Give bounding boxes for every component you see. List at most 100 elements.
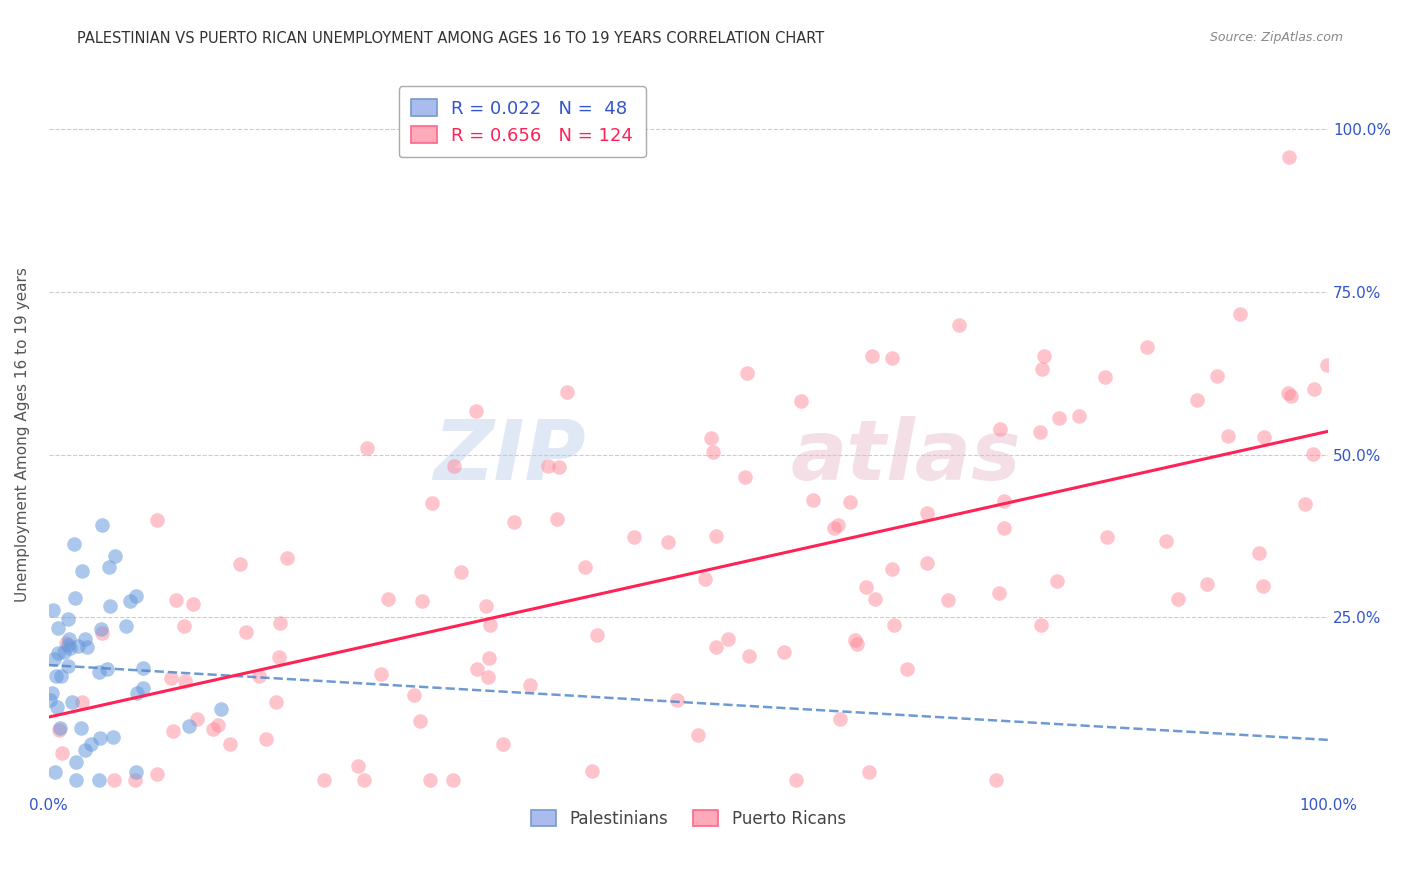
Point xyxy=(89,731,111,746)
Text: PALESTINIAN VS PUERTO RICAN UNEMPLOYMENT AMONG AGES 16 TO 19 YEARS CORRELATION C: PALESTINIAN VS PUERTO RICAN UNEMPLOYMENT… xyxy=(77,31,824,46)
Point xyxy=(41,686,63,700)
Point xyxy=(146,513,169,527)
Point xyxy=(863,592,886,607)
Point xyxy=(347,759,370,773)
Point xyxy=(855,580,877,594)
Point xyxy=(915,557,938,571)
Point xyxy=(96,663,118,677)
Point xyxy=(557,384,579,399)
Point xyxy=(146,766,169,780)
Point xyxy=(132,661,155,675)
Point xyxy=(353,772,375,787)
Point xyxy=(75,742,97,756)
Point xyxy=(45,669,67,683)
Point xyxy=(1216,429,1239,443)
Point xyxy=(181,597,204,611)
Point xyxy=(1229,307,1251,321)
Point xyxy=(537,459,560,474)
Point xyxy=(90,518,112,533)
Point xyxy=(103,772,125,787)
Point xyxy=(465,661,488,675)
Point xyxy=(65,755,87,769)
Point xyxy=(51,746,73,760)
Point xyxy=(48,723,70,738)
Point xyxy=(915,506,938,520)
Point xyxy=(948,318,970,332)
Point xyxy=(478,650,501,665)
Point xyxy=(48,721,70,735)
Point xyxy=(717,632,740,647)
Point xyxy=(839,495,862,509)
Point xyxy=(120,594,142,608)
Point xyxy=(665,693,688,707)
Point xyxy=(702,445,724,459)
Point xyxy=(63,537,86,551)
Point xyxy=(1197,576,1219,591)
Point xyxy=(882,351,904,365)
Point xyxy=(264,695,287,709)
Point xyxy=(519,678,541,692)
Point xyxy=(67,639,90,653)
Y-axis label: Unemployment Among Ages 16 to 19 years: Unemployment Among Ages 16 to 19 years xyxy=(15,268,30,602)
Point xyxy=(1302,447,1324,461)
Point xyxy=(125,765,148,780)
Point xyxy=(207,717,229,731)
Point xyxy=(87,772,110,787)
Point xyxy=(177,718,200,732)
Point xyxy=(1095,530,1118,544)
Point xyxy=(450,565,472,579)
Point xyxy=(254,731,277,746)
Point xyxy=(98,560,121,574)
Point xyxy=(59,641,82,656)
Point xyxy=(1069,409,1091,424)
Point xyxy=(209,702,232,716)
Point xyxy=(1253,579,1275,593)
Text: ZIP: ZIP xyxy=(433,416,586,497)
Point xyxy=(1156,534,1178,549)
Point xyxy=(1167,592,1189,607)
Point xyxy=(686,728,709,742)
Point xyxy=(101,731,124,745)
Point xyxy=(1277,386,1299,401)
Point xyxy=(70,721,93,735)
Point xyxy=(125,685,148,699)
Point xyxy=(63,591,86,605)
Point xyxy=(846,637,869,651)
Point xyxy=(46,646,69,660)
Point xyxy=(228,558,250,572)
Point xyxy=(988,421,1011,435)
Point xyxy=(90,623,112,637)
Point xyxy=(420,496,443,510)
Point xyxy=(42,603,65,617)
Point xyxy=(51,668,73,682)
Point xyxy=(79,738,101,752)
Point xyxy=(477,670,499,684)
Point xyxy=(173,619,195,633)
Point xyxy=(39,693,62,707)
Point xyxy=(443,458,465,473)
Point xyxy=(1029,425,1052,439)
Point xyxy=(409,714,432,728)
Point xyxy=(772,645,794,659)
Point xyxy=(574,560,596,574)
Point xyxy=(734,470,756,484)
Point xyxy=(478,618,501,632)
Point xyxy=(235,625,257,640)
Point xyxy=(823,521,845,535)
Point xyxy=(706,529,728,543)
Point xyxy=(1032,349,1054,363)
Point xyxy=(993,493,1015,508)
Point xyxy=(896,661,918,675)
Point xyxy=(56,659,79,673)
Point xyxy=(581,764,603,778)
Point xyxy=(1278,151,1301,165)
Point xyxy=(1281,389,1303,403)
Point xyxy=(218,737,240,751)
Point xyxy=(1247,546,1270,560)
Point xyxy=(801,493,824,508)
Point xyxy=(124,772,146,787)
Point xyxy=(55,636,77,650)
Point xyxy=(704,640,727,655)
Point xyxy=(492,737,515,751)
Point xyxy=(75,632,97,647)
